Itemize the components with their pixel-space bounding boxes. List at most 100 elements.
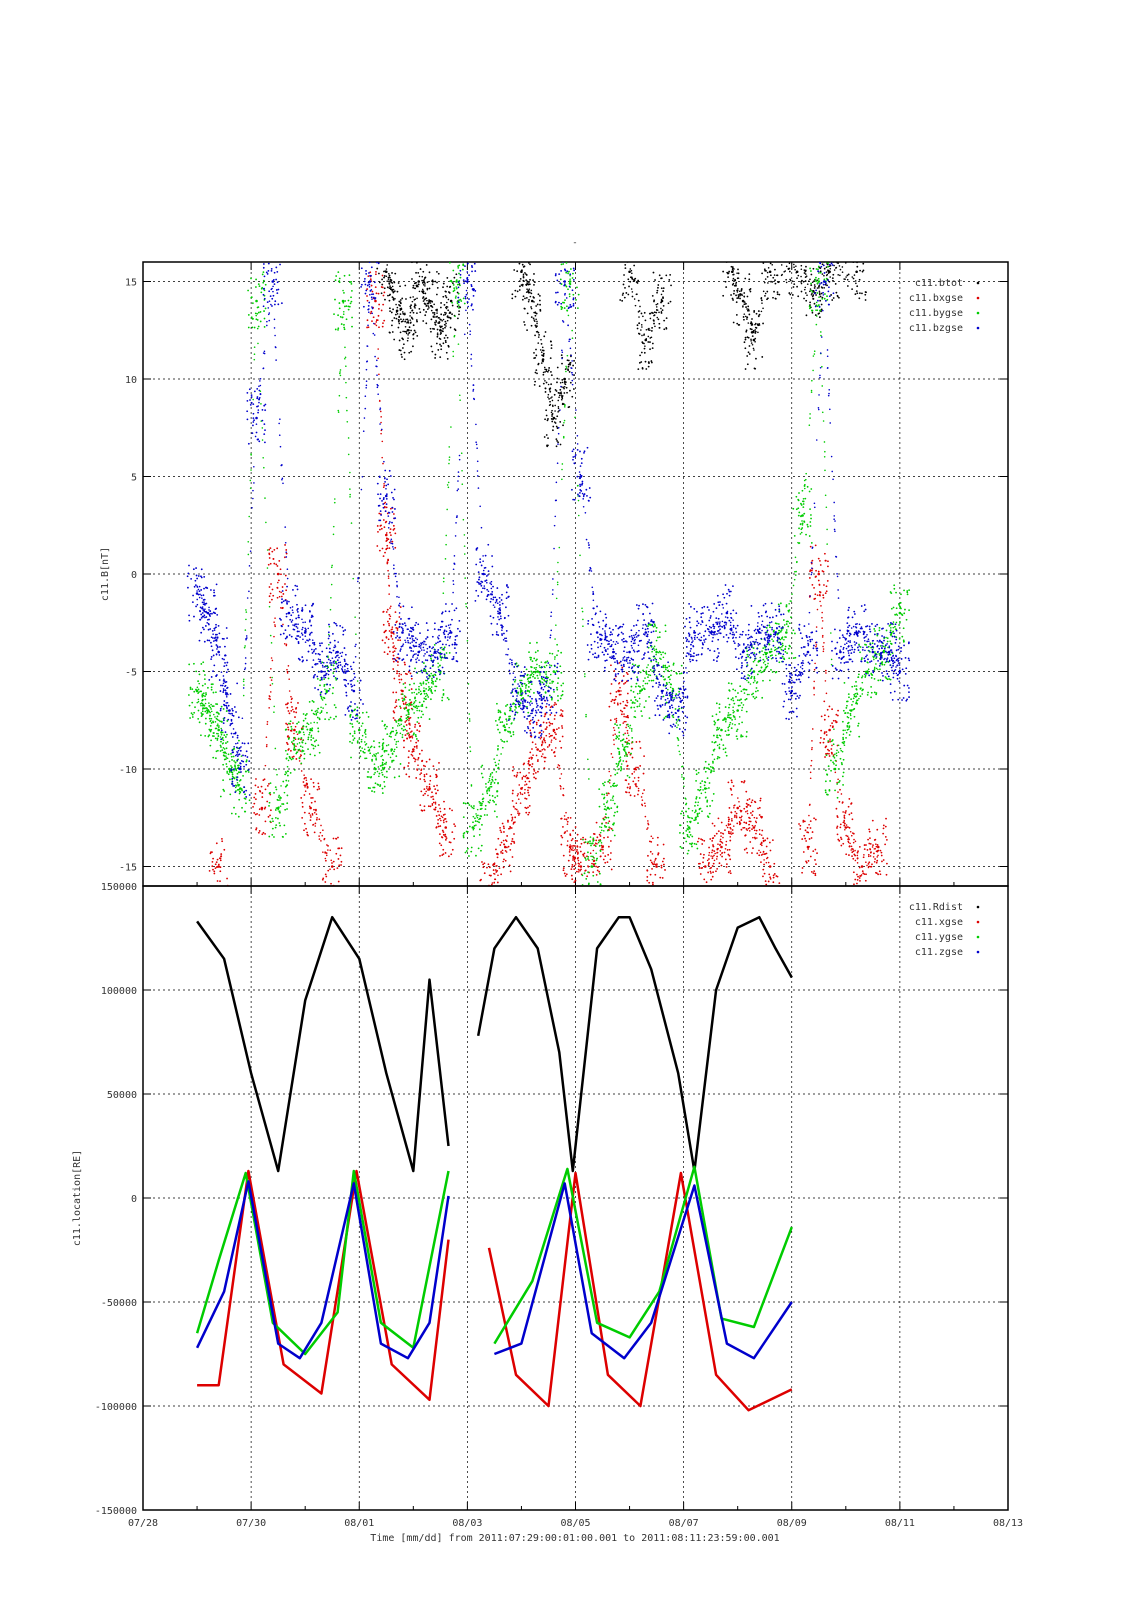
data-point [818, 590, 821, 593]
data-point [349, 496, 351, 498]
data-point [445, 325, 447, 327]
data-point [226, 733, 228, 736]
data-point [517, 814, 520, 816]
data-point [289, 772, 292, 774]
data-point [837, 246, 839, 248]
data-point [335, 275, 338, 277]
data-point [363, 748, 366, 751]
data-point [570, 848, 573, 851]
data-point [417, 705, 420, 708]
data-point [515, 808, 518, 811]
data-point [392, 717, 395, 719]
data-point [215, 750, 218, 753]
data-point [459, 256, 461, 258]
data-point [314, 800, 316, 803]
data-point [435, 774, 438, 777]
data-point [414, 760, 416, 763]
data-point [445, 351, 448, 354]
data-point [316, 716, 319, 719]
data-point [485, 782, 487, 785]
data-point [493, 758, 495, 760]
data-point [744, 347, 747, 350]
data-point [382, 555, 385, 558]
data-point [438, 814, 441, 817]
data-point [748, 278, 751, 281]
data-point [278, 560, 281, 562]
data-point [399, 705, 401, 708]
data-point [392, 299, 395, 301]
data-point [343, 326, 346, 329]
data-point [416, 721, 419, 723]
data-point [403, 697, 405, 700]
data-point [209, 889, 211, 891]
data-point [720, 841, 723, 843]
data-point [488, 794, 491, 797]
data-point [337, 836, 339, 839]
data-point [492, 869, 495, 871]
data-point [376, 267, 379, 270]
data-point [483, 872, 486, 875]
data-point [732, 257, 734, 259]
data-point [273, 705, 276, 708]
data-point [615, 717, 618, 720]
data-point [813, 280, 815, 282]
data-point [857, 244, 859, 246]
data-point [830, 294, 833, 296]
data-point [265, 736, 268, 739]
data-point [383, 505, 386, 508]
data-point [349, 732, 352, 735]
data-point [762, 290, 765, 293]
data-point [653, 314, 655, 317]
data-point [712, 845, 715, 848]
data-point [622, 283, 625, 286]
data-point [196, 701, 199, 704]
data-point [302, 731, 305, 734]
data-point [845, 834, 847, 837]
data-point [201, 694, 204, 697]
data-point [486, 814, 489, 816]
data-point [266, 721, 269, 723]
data-point [808, 823, 810, 826]
data-point [461, 268, 464, 271]
data-point [540, 342, 543, 345]
data-point [383, 526, 386, 529]
data-point [462, 802, 465, 804]
data-point [448, 456, 451, 458]
data-point [391, 296, 394, 299]
data-point [408, 713, 410, 715]
data-point [856, 879, 859, 881]
data-point [323, 683, 326, 686]
data-point [414, 699, 417, 702]
data-point [411, 750, 414, 753]
data-point [274, 625, 276, 628]
data-point [548, 367, 551, 369]
data-point [210, 728, 213, 731]
data-point [794, 268, 796, 271]
data-point [571, 845, 573, 847]
data-point [276, 596, 279, 599]
data-point [285, 549, 288, 551]
data-point [519, 278, 522, 280]
data-point [431, 804, 434, 806]
data-point [710, 855, 712, 857]
data-point [386, 653, 389, 655]
data-point [303, 733, 305, 736]
data-point [388, 617, 391, 620]
data-point [262, 281, 265, 284]
data-point [409, 296, 412, 299]
data-point [307, 736, 310, 739]
data-point [386, 562, 389, 565]
data-point [222, 747, 225, 749]
data-point [825, 734, 828, 736]
data-point [457, 317, 459, 320]
data-point [837, 247, 839, 249]
data-point [349, 493, 351, 496]
data-point [356, 680, 359, 682]
data-point [331, 564, 333, 567]
data-point [398, 616, 401, 618]
data-point [724, 280, 727, 283]
data-point [413, 691, 416, 694]
data-point [425, 311, 428, 313]
data-point [640, 796, 643, 798]
data-point [422, 662, 425, 664]
